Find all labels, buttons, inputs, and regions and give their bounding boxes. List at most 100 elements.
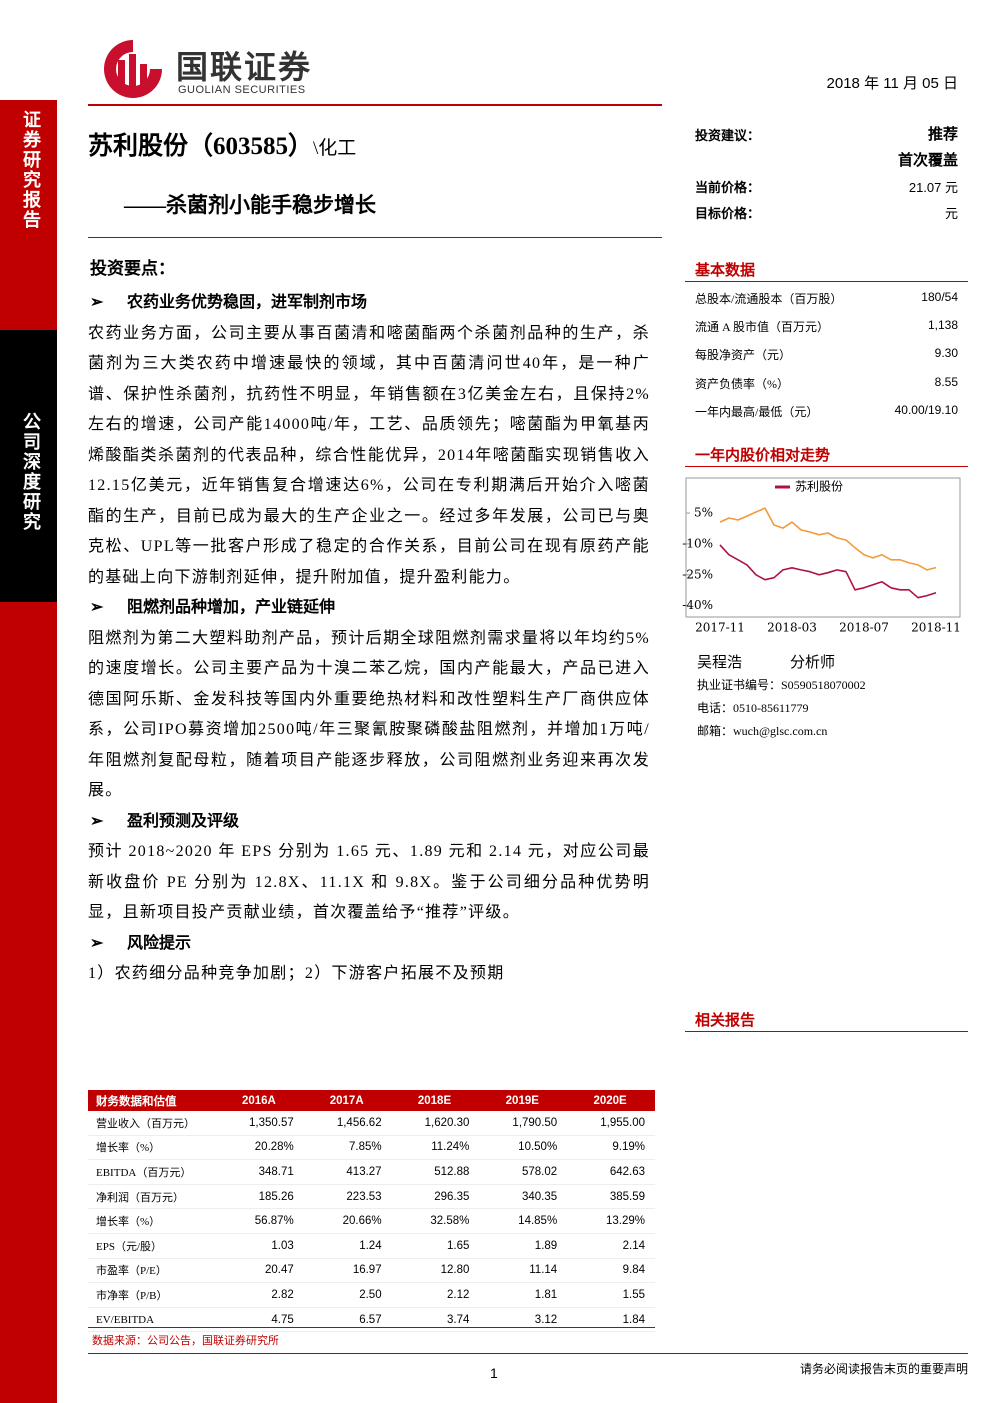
data-value: 40.00/19.10: [894, 402, 958, 417]
value-cell: 32.58%: [391, 1208, 480, 1234]
value-cell: 56.87%: [216, 1208, 304, 1234]
disclaimer: 请务必阅读报告末页的重要声明: [799, 1362, 968, 1376]
value-cell: 642.63: [567, 1159, 655, 1185]
data-value: 180/54: [921, 290, 958, 304]
value-cell: 340.35: [479, 1184, 568, 1210]
section-rule: [685, 281, 968, 282]
table-row: EBITDA（百万元） 348.71 413.27 512.88 578.02 642.6…: [88, 1159, 655, 1185]
value-cell: 20.28%: [216, 1135, 304, 1161]
value-cell: 12.80: [391, 1258, 480, 1284]
value-cell: 11.24%: [391, 1135, 480, 1161]
section-heading-text: 盈利预测及评级: [127, 812, 240, 830]
label-cell: 营业收入（百万元）: [88, 1111, 216, 1136]
header-cell: 2017A: [303, 1090, 392, 1111]
x-tick-label: 2018-11: [911, 621, 961, 635]
sidebar-black: [0, 330, 57, 602]
value-cell: 1,350.57: [216, 1111, 304, 1136]
value-cell: 2.50: [303, 1282, 392, 1308]
section-heading: ➢ 农药业务优势稳固，进军制剂市场: [88, 288, 650, 319]
value-cell: 2.12: [391, 1282, 480, 1308]
value-cell: 1.81: [479, 1282, 568, 1308]
value-cell: 1.89: [479, 1233, 568, 1259]
label-cell: 增长率（%）: [88, 1135, 216, 1161]
paragraph: 农药业务方面，公司主要从事百菌清和嘧菌酯两个杀菌剂品种的生产，杀菌剂为三大类农药…: [88, 324, 650, 586]
title-rule: [88, 237, 662, 238]
label-cell: 市盈率（P/E）: [88, 1258, 216, 1284]
value-cell: 385.59: [567, 1184, 655, 1210]
x-tick-label: 2018-03: [767, 621, 817, 635]
data-value: 8.55: [934, 374, 958, 389]
data-label: 每股净资产（元）: [695, 348, 792, 363]
y-tick-label: -25%: [682, 567, 713, 581]
value-cell: 20.66%: [303, 1208, 392, 1234]
value-cell: 10.50%: [479, 1135, 568, 1161]
analyst-role: 分析师: [790, 655, 836, 671]
rating-value: 推荐: [927, 127, 958, 143]
value-cell: 1,456.62: [303, 1111, 392, 1136]
table-row: 净利润（百万元） 185.26 223.53 296.35 340.35 385.59: [88, 1184, 655, 1210]
paragraph: 阻燃剂为第二大塑料助剂产品，预计后期全球阻燃剂需求量将以年均约5%的速度增长。公…: [88, 629, 650, 800]
value-cell: 13.29%: [567, 1208, 655, 1234]
table-row: 营业收入（百万元） 1,350.57 1,456.62 1,620.30 1,790.5…: [88, 1111, 655, 1136]
value-cell: 16.97: [303, 1258, 392, 1284]
rating-note: 首次覆盖: [897, 153, 958, 169]
analyst-email: 邮箱：wuch@glsc.com.cn: [697, 724, 828, 738]
value-cell: 2.14: [567, 1233, 655, 1259]
value-cell: 9.19%: [567, 1135, 655, 1161]
sector: \化工: [313, 138, 357, 159]
header-cell: 2016A: [216, 1090, 304, 1111]
sidebar-label: 公司深度研究: [21, 412, 41, 532]
x-tick-label: 2017-11: [695, 621, 745, 635]
table-row: 增长率（%） 56.87% 20.66% 32.58% 14.85% 13.29%: [88, 1208, 655, 1234]
paragraph: 预计 2018~2020 年 EPS 分别为 1.65 元、1.89 元和 2.…: [88, 843, 650, 921]
financial-table: 财务数据和估值 2016A 2017A 2018E 2019E 2020E 营业收入（百万元…: [88, 1090, 655, 1333]
title-row: 苏利股份（603585）\化工: [88, 126, 356, 162]
series-line: [719, 507, 937, 571]
value-cell: 185.26: [216, 1184, 304, 1210]
subtitle: ——杀菌剂小能手稳步增长: [124, 193, 376, 217]
data-value: 1,138: [927, 318, 958, 333]
value-cell: 14.85%: [479, 1208, 568, 1234]
bullet: ➢: [90, 934, 104, 952]
value-cell: 578.02: [479, 1159, 568, 1185]
price-label: 目标价格：: [695, 206, 761, 221]
section-rule: [685, 466, 968, 467]
section-heading-text: 风险提示: [127, 934, 192, 952]
value-cell: 3.74: [391, 1307, 480, 1333]
sidebar-red-bottom: [0, 602, 57, 1403]
price-value: 21.07 元: [908, 180, 958, 195]
value-cell: 4.75: [216, 1307, 304, 1333]
value-cell: 1.65: [391, 1233, 480, 1259]
bullet: ➢: [90, 294, 104, 311]
price-label: 当前价格：: [695, 180, 761, 195]
label-cell: 净利润（百万元）: [88, 1184, 216, 1210]
y-tick-label: -10%: [682, 536, 713, 550]
sidebar-red-top: [0, 100, 57, 330]
value-cell: 1.03: [216, 1233, 304, 1259]
data-label: 总股本/流通股本（百万股）: [695, 292, 843, 306]
value-cell: 6.57: [303, 1307, 392, 1333]
chart-frame: [685, 477, 961, 618]
value-cell: 3.12: [479, 1307, 568, 1333]
data-label: 流通 A 股市值（百万元）: [695, 320, 830, 335]
label-cell: EPS（元/股）: [88, 1233, 216, 1259]
report-date: 2018 年 11 月 05 日: [826, 75, 958, 92]
table-rule: [88, 1327, 655, 1328]
price-chart: 5% -10% -25% -40% 2017-11 2018-03 2018-07 2018-…: [682, 477, 961, 635]
section-heading-text: 农药业务优势稳固，进军制剂市场: [127, 294, 368, 311]
value-cell: 348.71: [216, 1159, 304, 1185]
section-heading-text: 阻燃剂品种增加，产业链延伸: [127, 599, 336, 616]
summary-heading: 投资要点：: [90, 259, 175, 278]
logo-text: 国联证券: [176, 48, 313, 86]
table-row: 市净率（P/B） 2.82 2.50 2.12 1.81 1.55: [88, 1282, 655, 1308]
series-line: [719, 544, 937, 599]
value-cell: 1,790.50: [479, 1111, 568, 1136]
section-title: 一年内股价相对走势: [695, 448, 831, 464]
value-cell: 9.84: [567, 1258, 655, 1284]
analyst-cert: 执业证书编号：S0590518070002: [697, 678, 866, 692]
label-cell: 市净率（P/B）: [88, 1282, 216, 1308]
report-title: 苏利股份（603585）: [88, 133, 314, 160]
label-cell: EBITDA（百万元）: [88, 1159, 216, 1185]
header-rule: [88, 104, 662, 106]
